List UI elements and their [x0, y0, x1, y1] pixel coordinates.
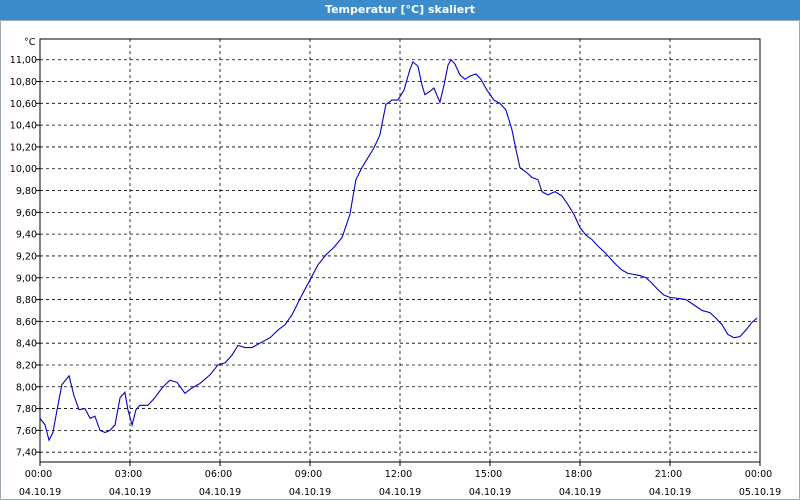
x-tick-label: 12:00 04.10.19: [379, 469, 421, 498]
y-tick-label: 11,00: [10, 55, 37, 66]
y-tick-label: 7,60: [16, 426, 37, 437]
y-tick-label: 10,00: [10, 164, 37, 175]
x-tick-label: 09:00 04.10.19: [289, 469, 331, 498]
y-tick-label: 10,20: [10, 142, 37, 153]
y-tick-label: 9,20: [16, 251, 37, 262]
y-tick-label: 10,60: [10, 99, 37, 110]
chart: °C 7,40 7,60 7,80 8,00 8,20 8,40 8,60 8,80 9,00 9…: [0, 20, 800, 500]
x-tick-label: 15:00 04.10.19: [469, 469, 511, 498]
y-tick-label: 9,60: [16, 208, 37, 219]
x-tick-label: 03:00 04.10.19: [109, 469, 151, 498]
y-tick-label: 9,40: [16, 230, 37, 241]
y-tick-label: 7,80: [16, 404, 37, 415]
y-tick-label: 8,00: [16, 382, 37, 393]
y-tick-label: 9,00: [16, 273, 37, 284]
y-tick-label: 10,80: [10, 77, 37, 88]
y-tick-label: 8,80: [16, 295, 37, 306]
y-tick-label: 8,20: [16, 360, 37, 371]
y-tick-label: 8,60: [16, 317, 37, 328]
x-tick-label: 06:00 04.10.19: [199, 469, 241, 498]
y-unit: °C: [24, 37, 36, 48]
x-tick-label: 21:00 04.10.19: [649, 469, 691, 498]
window-title: Temperatur [°C] skaliert: [0, 0, 800, 20]
x-tick-label: 00:00 05.10.19: [739, 469, 781, 498]
y-tick-label: 7,40: [16, 448, 37, 459]
x-tick-label: 18:00 04.10.19: [559, 469, 601, 498]
x-tick-label: 00:00 04.10.19: [19, 469, 61, 498]
y-tick-label: 9,80: [16, 186, 37, 197]
y-tick-label: 8,40: [16, 339, 37, 350]
line: [39, 58, 758, 442]
y-tick-label: 10,40: [10, 121, 37, 132]
